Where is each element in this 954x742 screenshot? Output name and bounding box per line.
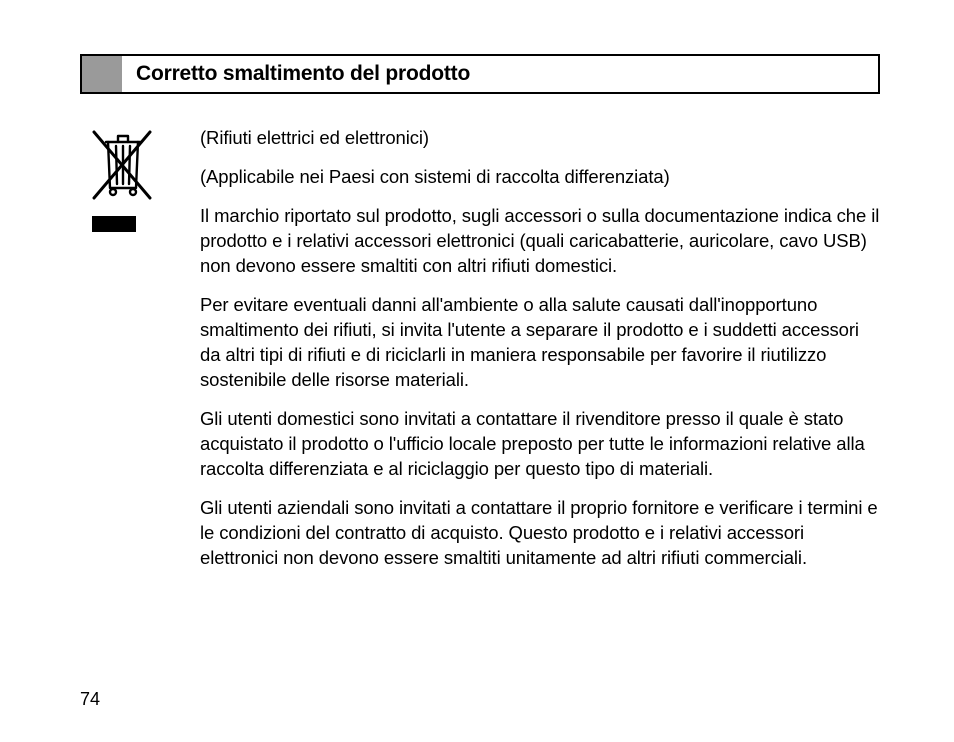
paragraph: Gli utenti domestici sono invitati a con… <box>200 407 880 482</box>
icon-column <box>80 126 200 571</box>
weee-solid-bar <box>92 216 136 232</box>
body-text-column: (Rifiuti elettrici ed elettronici) (Appl… <box>200 126 880 571</box>
paragraph: (Applicabile nei Paesi con sistemi di ra… <box>200 165 880 190</box>
heading-accent-square <box>82 56 122 92</box>
section-heading-row: Corretto smaltimento del prodotto <box>80 54 880 94</box>
section-heading: Corretto smaltimento del prodotto <box>122 56 878 92</box>
document-page: Corretto smaltimento del prodotto <box>80 54 880 571</box>
paragraph: (Rifiuti elettrici ed elettronici) <box>200 126 880 151</box>
page-number: 74 <box>80 689 100 710</box>
paragraph: Il marchio riportato sul prodotto, sugli… <box>200 204 880 279</box>
paragraph: Per evitare eventuali danni all'ambiente… <box>200 293 880 393</box>
content-row: (Rifiuti elettrici ed elettronici) (Appl… <box>80 126 880 571</box>
weee-crossed-bin-icon <box>88 126 158 208</box>
paragraph: Gli utenti aziendali sono invitati a con… <box>200 496 880 571</box>
